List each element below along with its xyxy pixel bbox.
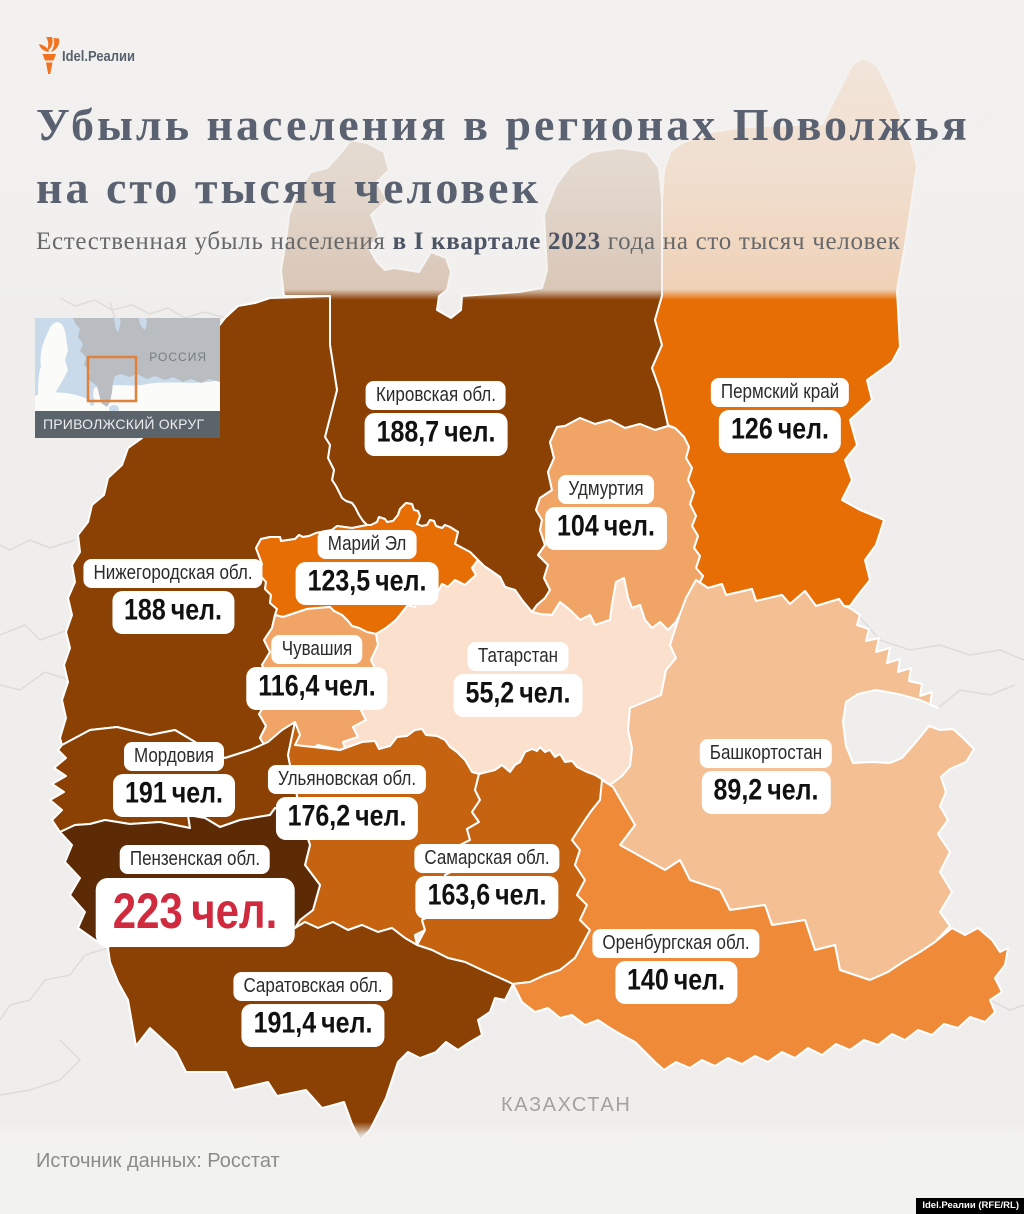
svg-text:Idel.Реалии: Idel.Реалии [62, 48, 135, 65]
